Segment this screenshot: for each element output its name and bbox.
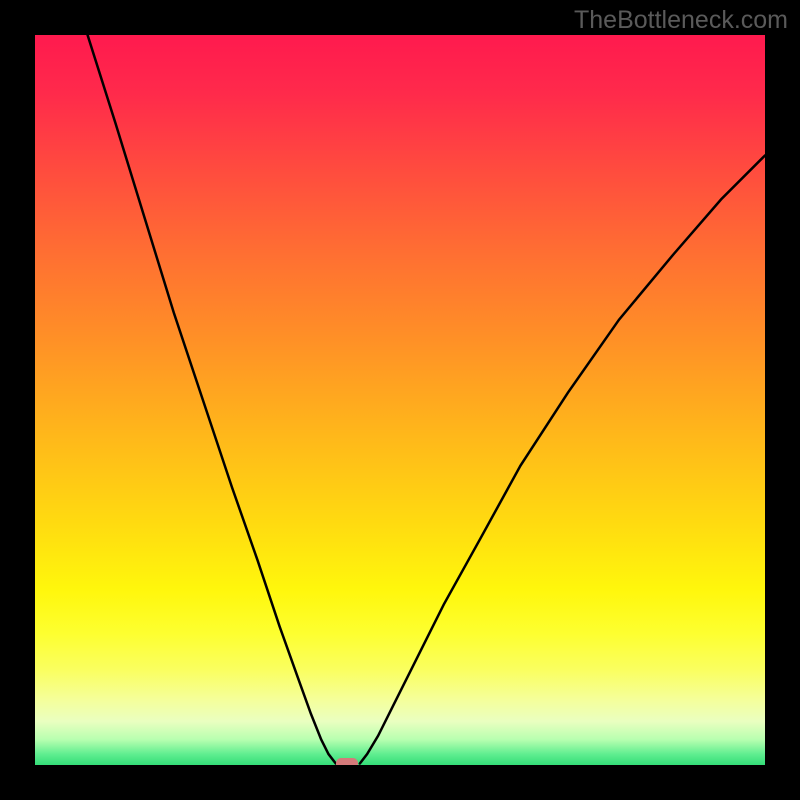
plot-area xyxy=(35,35,765,765)
optimal-point-marker xyxy=(336,758,358,765)
bottleneck-curve xyxy=(35,35,765,765)
watermark-text: TheBottleneck.com xyxy=(574,6,788,35)
